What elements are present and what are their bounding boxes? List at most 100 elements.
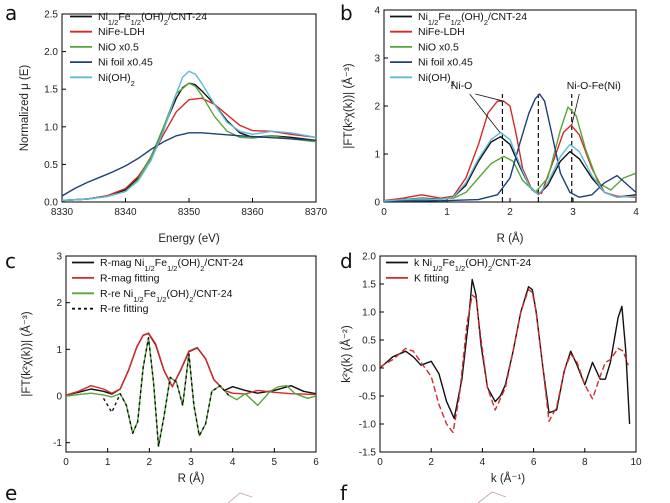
x-tick-label: 3 xyxy=(570,207,576,218)
panel-e: e xyxy=(5,481,253,503)
series-line xyxy=(62,82,316,202)
series-group xyxy=(66,332,316,448)
x-axis-label: Energy (eV) xyxy=(158,233,220,245)
series-line xyxy=(380,288,629,434)
series-line xyxy=(384,93,636,202)
x-tick-label: 8 xyxy=(582,457,588,468)
panel-letter-f: f xyxy=(340,481,348,503)
panel-letter-e: e xyxy=(5,481,17,503)
y-tick-label: 0 xyxy=(374,198,380,209)
x-tick-label: 6 xyxy=(531,457,537,468)
legend-label: R-mag fitting xyxy=(100,272,160,284)
panel-letter-a: a xyxy=(5,1,17,25)
series-line xyxy=(62,70,316,202)
x-tick-label: 5 xyxy=(272,457,278,468)
panel-d: d 0 2 4 6 8 10 -1.5 -1.0 -0.5 0.0 0.5 1.0 1.5 2.0 k (Å⁻… xyxy=(340,249,642,485)
y-tick-label: 2 xyxy=(374,102,380,113)
series-line xyxy=(66,332,316,396)
series-group xyxy=(380,278,631,434)
y-tick-label: 1.5 xyxy=(44,85,58,96)
x-tick-label: 4 xyxy=(480,457,486,468)
y-tick-label: 0.0 xyxy=(362,364,376,375)
legend-label: Ni(OH)2 xyxy=(98,72,135,88)
series-line xyxy=(62,132,316,197)
legend-label: NiFe-LDH xyxy=(98,26,145,38)
series-line xyxy=(66,337,316,448)
x-tick-label: 0 xyxy=(377,457,383,468)
legend-label: Ni foil x0.45 xyxy=(98,57,153,69)
panel-letter-c: c xyxy=(5,249,16,273)
series-line xyxy=(62,82,316,202)
x-tick-label: 3 xyxy=(188,457,194,468)
series-line xyxy=(384,106,636,202)
x-tick-label: 6 xyxy=(313,457,319,468)
x-tick-label: 2 xyxy=(507,207,513,218)
y-tick-label: 1.0 xyxy=(44,122,58,133)
annotation-pointer xyxy=(469,93,501,133)
y-axis-label: Normalized μ (E) xyxy=(19,65,31,152)
y-axis-label: k²χ(k) (Å⁻²) xyxy=(340,325,353,383)
x-tick-label: 8360 xyxy=(241,207,264,218)
x-tick-label: 1 xyxy=(444,207,450,218)
panel-letter-b: b xyxy=(340,1,353,25)
y-tick-label: 0 xyxy=(56,392,62,403)
series-line xyxy=(62,97,316,202)
legend-label: NiO x0.5 xyxy=(98,41,139,53)
x-tick-label: 8350 xyxy=(178,207,201,218)
legend-label: Ni(OH)2 xyxy=(418,72,455,88)
panel-a: a 8330 8340 8350 8360 8370 0.0 0.5 1.0 1.5 2.0 2.5 E… xyxy=(5,1,328,245)
y-tick-label: 0.5 xyxy=(44,160,58,171)
series-line xyxy=(384,135,636,202)
y-tick-label: 1.5 xyxy=(362,280,376,291)
x-axis-label: R (Å) xyxy=(497,232,524,245)
y-tick-label: 3 xyxy=(374,54,380,65)
x-tick-label: 2 xyxy=(428,457,434,468)
x-axis-label: R (Å) xyxy=(178,472,205,485)
x-tick-label: 8370 xyxy=(305,207,328,218)
panel-letter-d: d xyxy=(340,249,353,273)
legend-label: K fitting xyxy=(414,272,449,284)
y-tick-label: 2 xyxy=(56,298,62,309)
y-tick-label: 2.5 xyxy=(44,10,58,21)
y-tick-label: 2.0 xyxy=(362,252,376,263)
panel-f: f xyxy=(340,481,507,503)
y-axis-label: |FT(k²χ(k))| (Å⁻³) xyxy=(342,63,355,148)
y-tick-label: 0.0 xyxy=(44,198,58,209)
legend-label: R-mag Ni1/2Fe1/2(OH)2/CNT-24 xyxy=(100,257,244,273)
series-group xyxy=(384,93,636,202)
series-group xyxy=(62,70,316,202)
series-line xyxy=(102,337,230,448)
series-line xyxy=(384,100,636,202)
legend-label: Ni1/2Fe1/2(OH)2/CNT-24 xyxy=(98,11,207,27)
legend-label: k Ni1/2Fe1/2(OH)2/CNT-24 xyxy=(414,257,531,273)
x-tick-label: 0 xyxy=(63,457,69,468)
legend-label: Ni1/2Fe1/2(OH)2/CNT-24 xyxy=(418,11,527,27)
x-tick-label: 10 xyxy=(630,457,642,468)
y-tick-label: 1 xyxy=(56,345,62,356)
y-tick-label: 0.5 xyxy=(362,336,376,347)
x-tick-label: 4 xyxy=(633,207,639,218)
x-axis-label: k (Å⁻¹) xyxy=(491,472,525,485)
axes-frame xyxy=(65,255,317,453)
annotation-ni-o-fe: Ni-O-Fe(Ni) xyxy=(567,80,621,92)
y-tick-label: 3 xyxy=(56,252,62,263)
y-tick-label: 2.0 xyxy=(44,47,58,58)
y-tick-label: 4 xyxy=(374,6,380,17)
legend: R-mag Ni1/2Fe1/2(OH)2/CNT-24R-mag fittin… xyxy=(72,257,244,315)
series-line xyxy=(380,278,631,425)
annotation-pointer xyxy=(475,93,504,102)
x-tick-label: 0 xyxy=(381,207,387,218)
legend-label: NiO x0.5 xyxy=(418,41,459,53)
x-tick-label: 8330 xyxy=(51,207,74,218)
y-tick-label: 1.0 xyxy=(362,308,376,319)
x-tick-label: 4 xyxy=(230,457,236,468)
y-tick-label: -1 xyxy=(53,438,62,449)
legend-label: Ni foil x0.45 xyxy=(418,57,473,69)
cropped-figure-edge xyxy=(227,492,253,503)
legend-label: R-re Ni1/2Fe1/2(OH)2/CNT-24 xyxy=(100,288,233,304)
axes-frame xyxy=(379,255,637,453)
